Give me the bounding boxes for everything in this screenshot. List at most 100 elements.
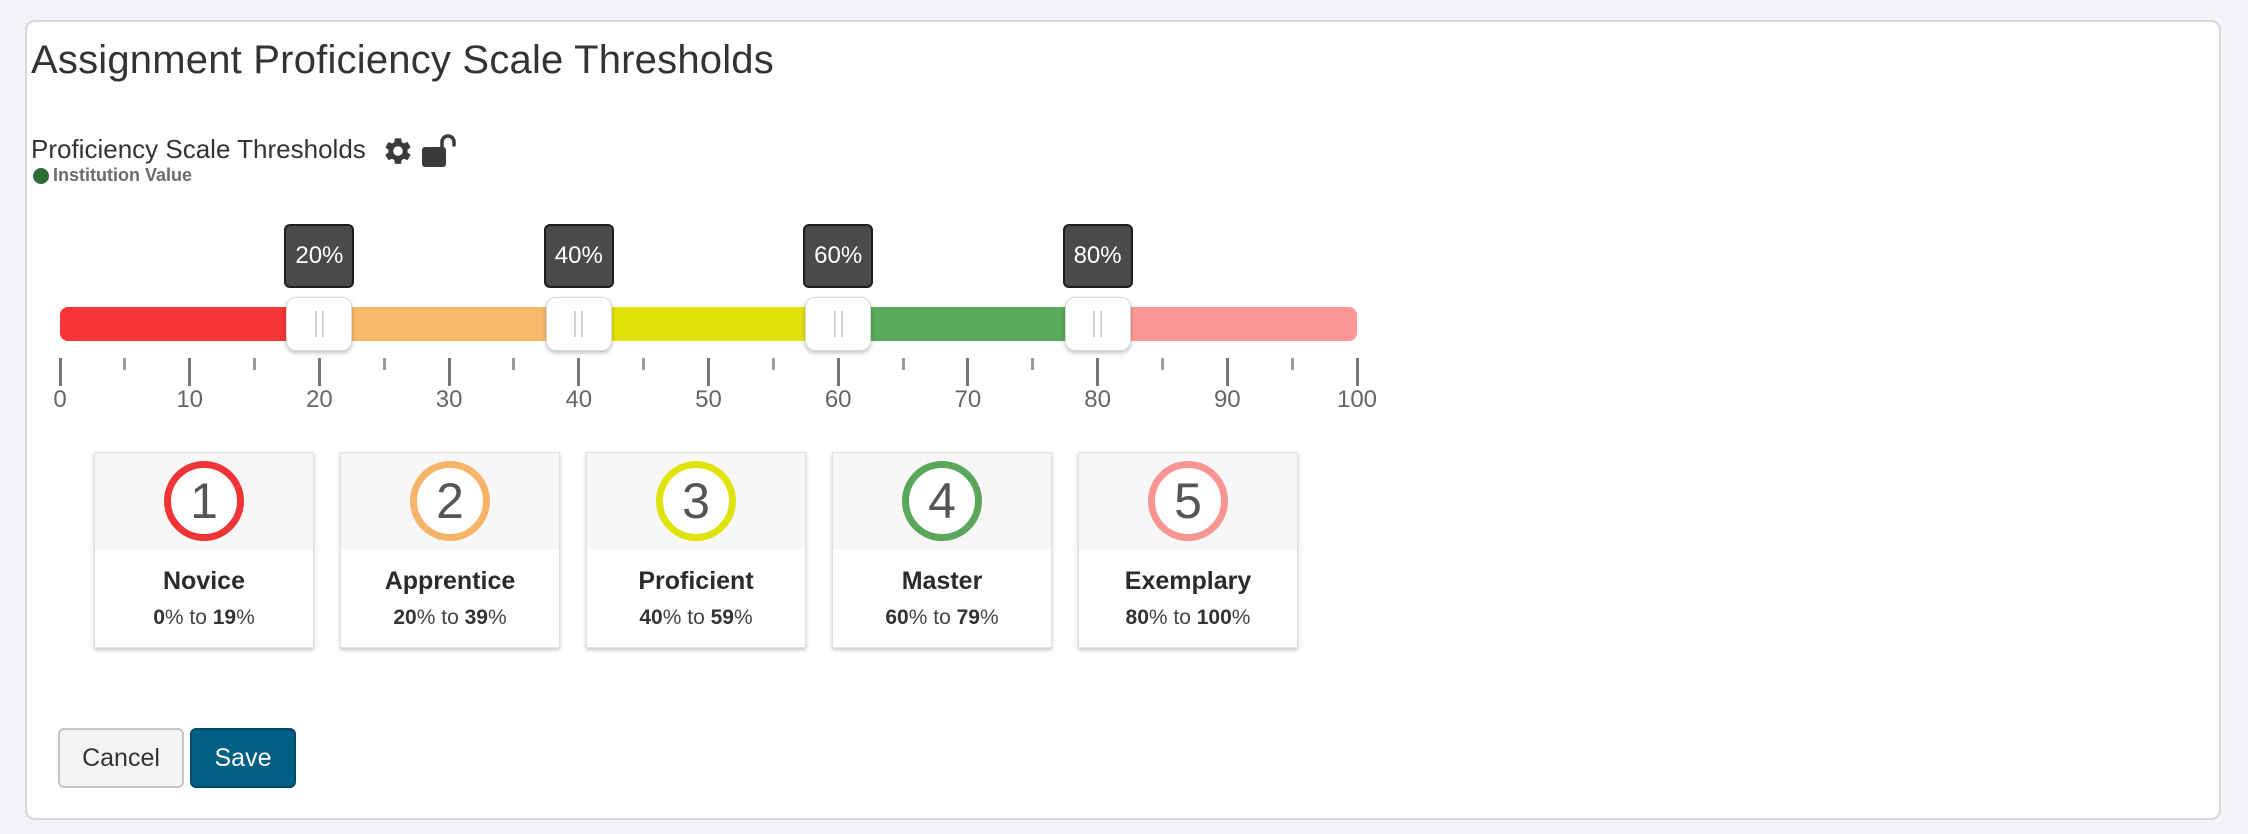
tick-minor	[123, 358, 127, 370]
tick-label: 20	[306, 386, 333, 413]
slider-handle-4[interactable]	[1064, 297, 1131, 351]
tick-minor	[1290, 358, 1294, 370]
range-from: 0	[153, 606, 165, 629]
level-card: 4 Master 60% to 79%	[832, 452, 1052, 648]
tick-major	[1096, 358, 1100, 386]
level-range: 0% to 19%	[95, 606, 313, 630]
tick-label: 40	[565, 386, 593, 413]
field-icons	[382, 133, 458, 169]
level-name: Proficient	[638, 567, 754, 595]
tick-label: 0	[53, 386, 67, 413]
slider-handle-1[interactable]	[286, 297, 353, 351]
tick-label: 30	[435, 386, 463, 413]
range-percent: %	[908, 606, 928, 629]
slider-handle-3[interactable]	[805, 297, 872, 351]
tick-major	[577, 358, 581, 386]
slider-segment-3	[578, 307, 839, 341]
level-number-badge: 5	[1148, 461, 1228, 541]
level-card-header: 1	[95, 453, 313, 549]
range-to: 59	[710, 606, 734, 629]
tick-major	[447, 358, 451, 386]
level-number-badge: 4	[902, 461, 982, 541]
tick-minor	[901, 358, 905, 370]
field-label: Proficiency Scale Thresholds	[31, 134, 366, 164]
tick-label: 60	[824, 386, 852, 413]
tick-label: 80	[1084, 386, 1111, 413]
level-range: 20% to 39%	[341, 606, 559, 630]
level-card-header: 5	[1079, 453, 1297, 549]
range-to: 19	[212, 606, 237, 629]
range-percent: %	[979, 606, 999, 629]
threshold-tooltip-1: 20%	[284, 224, 355, 288]
threshold-tooltip-3: 60%	[803, 224, 874, 288]
range-percent: %	[1148, 606, 1168, 629]
page-title: Assignment Proficiency Scale Thresholds	[31, 38, 774, 82]
range-separator: to	[681, 606, 711, 629]
range-separator: to	[435, 606, 465, 629]
level-name: Exemplary	[1124, 567, 1252, 595]
level-card: 2 Apprentice 20% to 39%	[340, 452, 560, 648]
status-dot-icon	[33, 167, 49, 184]
institution-value-label: Institution Value	[53, 165, 193, 185]
slider-segment-4	[838, 307, 1098, 341]
tick-label: 70	[954, 386, 982, 413]
tick-minor	[512, 358, 516, 370]
level-card-header: 4	[833, 453, 1051, 549]
level-card: 3 Proficient 40% to 59%	[586, 452, 806, 648]
slider-segment-5	[1097, 307, 1357, 341]
tick-major	[58, 358, 62, 386]
gear-icon[interactable]	[382, 135, 414, 167]
level-card: 1 Novice 0% to 19%	[94, 452, 314, 648]
level-name: Apprentice	[384, 567, 516, 595]
tick-label: 50	[695, 386, 722, 413]
level-number-badge: 3	[656, 461, 736, 541]
range-from: 80	[1125, 606, 1149, 629]
level-card-header: 2	[341, 453, 559, 549]
level-range: 80% to 100%	[1079, 606, 1297, 630]
tick-major	[317, 358, 321, 386]
range-percent: %	[164, 606, 184, 629]
level-range: 40% to 59%	[587, 606, 805, 630]
tick-minor	[771, 358, 775, 370]
tick-major	[836, 358, 840, 386]
range-to: 79	[956, 606, 980, 629]
tick-major	[1355, 358, 1359, 386]
range-from: 60	[885, 606, 909, 629]
tick-major	[1225, 358, 1229, 386]
level-name: Novice	[163, 567, 245, 595]
range-percent: %	[416, 606, 436, 629]
tick-major	[188, 358, 192, 386]
level-name: Master	[901, 567, 983, 595]
range-separator: to	[1167, 606, 1197, 629]
tick-minor	[1031, 358, 1035, 370]
slider-handle-2[interactable]	[545, 297, 612, 351]
tick-minor	[382, 358, 386, 370]
range-percent: %	[733, 606, 753, 629]
range-percent: %	[662, 606, 682, 629]
cancel-button[interactable]: Cancel	[58, 728, 184, 788]
save-button[interactable]: Save	[190, 728, 296, 788]
slider-segment-1	[60, 307, 320, 341]
range-to: 39	[464, 606, 488, 629]
tick-minor	[642, 358, 646, 370]
threshold-tooltip-2: 40%	[543, 224, 614, 288]
institution-value-indicator: Institution Value	[33, 165, 192, 186]
level-card: 5 Exemplary 80% to 100%	[1078, 452, 1298, 648]
unlocked-icon[interactable]	[420, 133, 458, 169]
range-to: 100	[1196, 606, 1232, 629]
level-range: 60% to 79%	[833, 606, 1051, 630]
range-from: 40	[639, 606, 663, 629]
range-separator: to	[183, 606, 213, 629]
level-number-badge: 1	[164, 461, 244, 541]
range-from: 20	[393, 606, 417, 629]
level-number-badge: 2	[410, 461, 490, 541]
tick-minor	[1160, 358, 1164, 370]
range-percent: %	[487, 606, 507, 629]
tick-label: 100	[1336, 386, 1378, 413]
range-percent: %	[1231, 606, 1251, 629]
tick-label: 10	[176, 386, 204, 413]
level-card-header: 3	[587, 453, 805, 549]
range-percent: %	[236, 606, 255, 629]
tick-label: 90	[1213, 386, 1241, 413]
threshold-tooltip-4: 80%	[1062, 224, 1133, 288]
